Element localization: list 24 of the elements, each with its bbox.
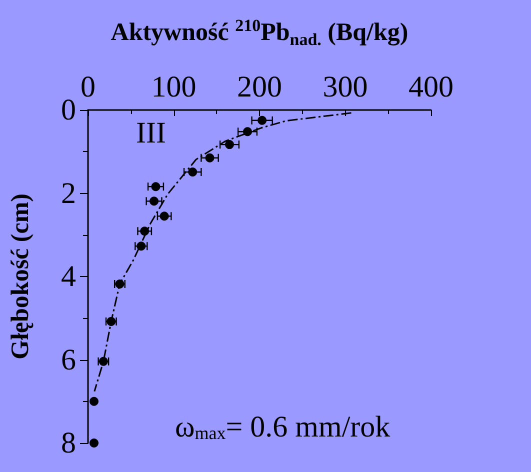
y-tick-label: 8 [61,426,76,460]
point [90,396,99,406]
y-axis-title: Głębokość (cm) [7,194,34,360]
x-tick-label: 100 [151,70,196,104]
point [205,153,214,162]
annotation: III [136,116,166,150]
y-tick-label: 4 [61,260,76,293]
point [258,116,267,125]
x-tick-label: 400 [408,70,454,104]
point [140,226,150,236]
point [160,212,169,221]
point [243,127,252,136]
x-tick-label: 300 [322,70,368,104]
point [136,242,146,251]
point [188,168,198,177]
annotation: ωmax= 0.6 mm/rok [175,410,390,444]
point [151,182,160,192]
y-tick-label: 2 [61,176,76,210]
y-tick-label: 0 [61,94,76,126]
y-tick-label: 6 [61,343,76,376]
point [150,196,159,206]
x-tick-label: 200 [237,70,282,104]
point [224,140,234,150]
point [90,438,99,448]
